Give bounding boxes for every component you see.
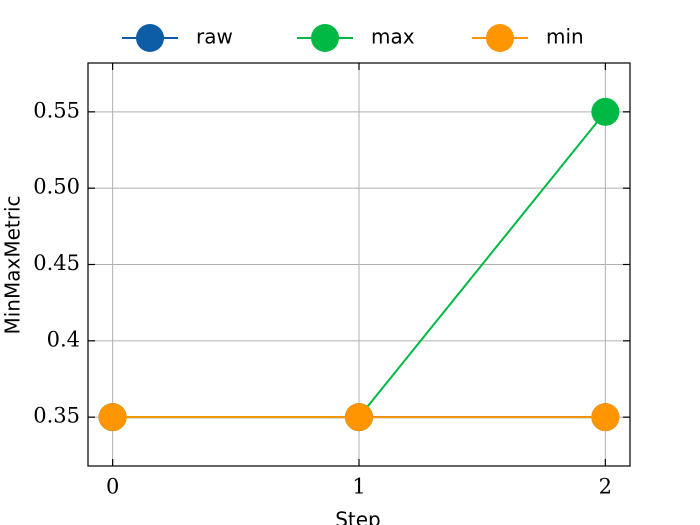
y-tick-label: 0.4	[47, 327, 80, 351]
plot-frame	[87, 62, 631, 467]
y-tick-label: 0.55	[33, 98, 80, 122]
legend-marker	[136, 24, 164, 52]
point	[591, 403, 620, 432]
legend-marker	[311, 24, 339, 52]
y-tick-label: 0.45	[33, 251, 80, 275]
point	[591, 97, 620, 126]
y-tick-label: 0.50	[33, 175, 80, 199]
legend-label: raw	[196, 25, 233, 49]
point	[345, 403, 373, 432]
x-axis-label: Step	[335, 508, 381, 525]
legend-marker	[486, 24, 514, 52]
x-tick-label: 0	[106, 475, 119, 499]
y-axis-label: MinMaxMetric	[1, 195, 25, 334]
point	[98, 403, 127, 432]
y-tick-label: 0.35	[33, 404, 80, 428]
legend-label: max	[371, 25, 415, 49]
legend-label: min	[546, 25, 584, 49]
x-tick-label: 1	[352, 475, 365, 499]
x-tick-label: 2	[599, 475, 612, 499]
